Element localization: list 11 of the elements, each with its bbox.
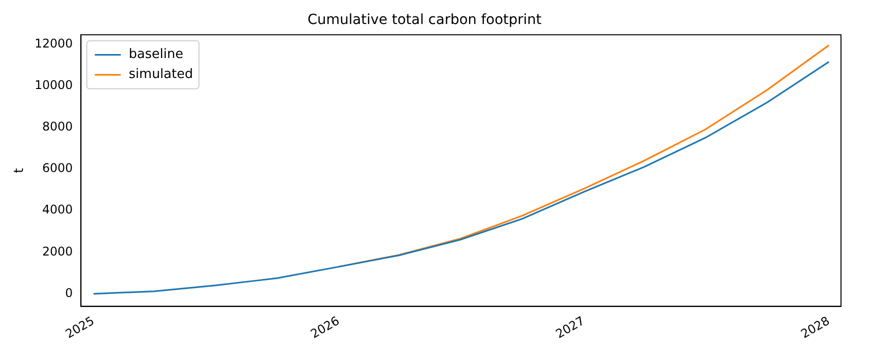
y-tick-label: 12000: [34, 36, 73, 50]
y-tick-label: 8000: [42, 119, 73, 134]
legend-label: baseline: [128, 47, 184, 62]
legend-label: simulated: [128, 67, 193, 82]
y-tick-label: 2000: [42, 244, 73, 258]
y-axis-title: t: [12, 168, 28, 174]
y-tick-label: 6000: [42, 161, 73, 176]
y-tick-label: 0: [65, 286, 73, 300]
y-tick-label: 10000: [34, 78, 73, 92]
y-tick-label: 4000: [42, 202, 73, 217]
chart-title: Cumulative total carbon footprint: [307, 12, 542, 28]
